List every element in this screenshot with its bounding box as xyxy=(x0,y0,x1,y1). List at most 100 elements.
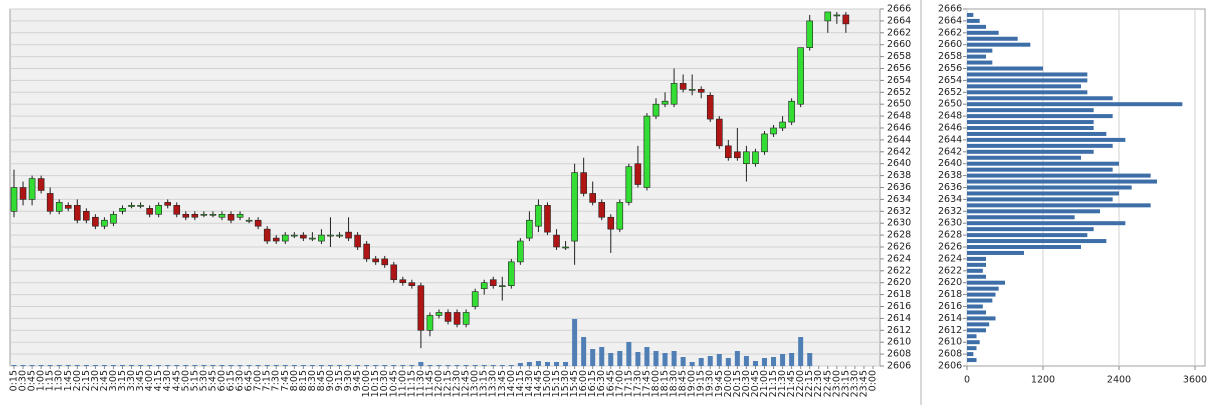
y-tick-label: 2618 xyxy=(938,289,962,300)
x-tick-label: 8:30 xyxy=(307,370,318,391)
profile-bar xyxy=(967,322,990,327)
candle-body xyxy=(616,202,624,230)
candle-body xyxy=(489,279,497,286)
candle-body xyxy=(842,14,850,25)
volume-bar xyxy=(761,358,767,366)
candle-body xyxy=(697,89,705,93)
x-tick-label: 4:15 xyxy=(153,370,164,391)
x-tick-label: 2:45 xyxy=(99,370,110,391)
profile-bar xyxy=(967,90,1088,95)
candle-body xyxy=(417,285,425,331)
volume-bar xyxy=(346,365,352,366)
y-tick-label: 2652 xyxy=(887,87,911,98)
candle-body xyxy=(345,231,352,239)
candle-body xyxy=(471,291,479,307)
y-tick-label: 2664 xyxy=(887,15,911,26)
candle-body xyxy=(354,234,361,248)
volume-bar xyxy=(120,365,126,366)
y-tick-label: 2610 xyxy=(938,337,962,348)
candle-body xyxy=(101,219,108,227)
x-tick-label: 7:15 xyxy=(262,370,273,391)
profile-bar xyxy=(967,304,983,309)
y-tick-label: 2654 xyxy=(887,75,911,86)
candle-body xyxy=(110,213,117,224)
y-tick-label: 2646 xyxy=(938,123,962,134)
candle-body xyxy=(806,20,814,48)
x-tick-label: 0:30 xyxy=(18,370,29,391)
candle-body xyxy=(526,219,533,239)
profile-bar xyxy=(967,233,1088,238)
x-tick-label: 21:00 xyxy=(759,370,770,397)
candle-body xyxy=(272,237,280,242)
x-tick-label: 13:00 xyxy=(470,370,481,397)
candle-body xyxy=(652,103,660,117)
candle-body xyxy=(137,205,144,207)
y-tick-label: 2646 xyxy=(887,123,911,134)
profile-bar xyxy=(967,310,986,315)
x-tick-label: 2:00 xyxy=(72,370,83,391)
x-tick-label: 21:45 xyxy=(786,370,797,397)
profile-bar xyxy=(967,245,1081,249)
x-tick-label: 22:00 xyxy=(795,370,806,397)
volume-bar xyxy=(282,365,288,366)
volume-bar xyxy=(789,353,795,366)
profile-bar xyxy=(967,239,1107,244)
volume-bar xyxy=(499,365,505,366)
profile-bar xyxy=(967,346,977,351)
candle-body xyxy=(92,216,99,227)
y-tick-label: 2636 xyxy=(887,182,911,193)
x-tick-label: 3600 xyxy=(1183,375,1207,386)
volume-bar xyxy=(264,365,270,366)
y-tick-label: 2642 xyxy=(938,146,962,157)
profile-bar xyxy=(967,126,1094,130)
volume-bar xyxy=(29,365,35,366)
candle-body xyxy=(236,213,244,218)
y-tick-label: 2636 xyxy=(938,182,962,193)
candle-body xyxy=(788,100,795,123)
volume-bar xyxy=(337,365,343,366)
x-tick-label: 9:30 xyxy=(343,370,354,391)
x-tick-label: 17:45 xyxy=(641,370,652,397)
profile-bar xyxy=(967,54,986,59)
candle-body xyxy=(435,312,443,316)
profile-bar xyxy=(967,114,1113,119)
y-tick-label: 2620 xyxy=(887,277,911,288)
x-tick-label: 11:45 xyxy=(424,370,435,397)
candle-body xyxy=(408,282,416,286)
volume-bar xyxy=(680,357,686,366)
x-tick-label: 3:45 xyxy=(135,370,146,391)
x-tick-label: 18:30 xyxy=(669,370,680,397)
volume-bar xyxy=(807,353,813,366)
x-tick-label: 23:45 xyxy=(858,370,869,397)
y-tick-label: 2660 xyxy=(887,39,911,50)
y-tick-label: 2648 xyxy=(887,111,911,122)
candle-body xyxy=(209,213,217,216)
volume-bar xyxy=(590,349,596,366)
profile-bar xyxy=(967,179,1157,184)
x-tick-label: 10:00 xyxy=(361,370,372,397)
volume-bar xyxy=(599,347,605,366)
volume-bar xyxy=(391,365,397,366)
profile-bar xyxy=(967,96,1113,101)
candle-body xyxy=(824,11,832,22)
volume-bar xyxy=(246,365,252,366)
x-tick-label: 3:30 xyxy=(126,370,137,391)
x-tick-label: 15:30 xyxy=(560,370,571,397)
candle-body xyxy=(706,94,714,120)
profile-bar xyxy=(967,227,1094,232)
candle-body xyxy=(146,208,153,215)
candle-body xyxy=(643,115,651,188)
profile-bar xyxy=(967,256,986,261)
y-tick-label: 2632 xyxy=(887,206,911,217)
x-tick-label: 11:00 xyxy=(397,370,408,397)
volume-bar xyxy=(192,365,198,366)
candle-body xyxy=(119,208,126,212)
x-tick-label: 12:15 xyxy=(443,370,454,397)
y-tick-label: 2620 xyxy=(938,277,962,288)
y-tick-label: 2658 xyxy=(938,51,962,62)
y-tick-label: 2650 xyxy=(938,99,962,110)
volume-bar xyxy=(92,365,98,366)
volume-bar xyxy=(147,365,153,366)
x-tick-label: 22:45 xyxy=(822,370,833,397)
x-tick-label: 9:00 xyxy=(325,370,336,391)
